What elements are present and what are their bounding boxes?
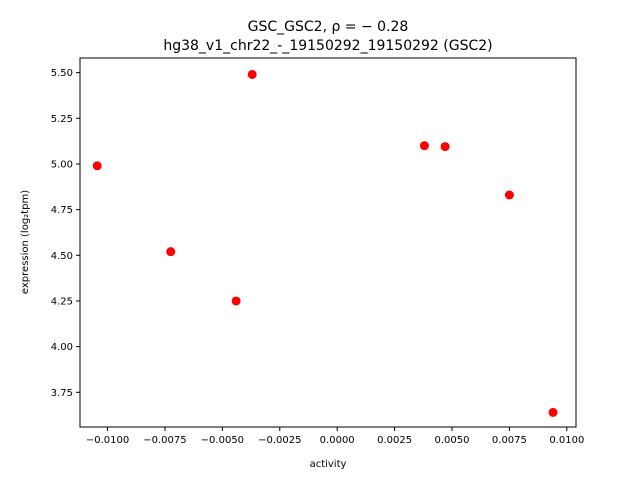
x-tick-label: 0.0000 [320, 435, 355, 446]
data-point [247, 69, 257, 79]
y-tick-label: 4.25 [51, 296, 73, 307]
x-tick-label: −0.0050 [201, 435, 244, 446]
y-tick-label: 5.50 [51, 68, 73, 79]
data-point [440, 142, 450, 152]
x-tick-label: −0.0025 [258, 435, 301, 446]
data-points [92, 69, 558, 417]
data-point [231, 296, 241, 306]
y-tick-label: 4.50 [51, 251, 73, 262]
x-tick-label: 0.0025 [377, 435, 412, 446]
y-tick-label: 3.75 [51, 388, 73, 399]
x-axis-ticks: −0.0100 −0.0075 −0.0050 −0.0025 0.0000 0.0025… [86, 427, 584, 446]
y-axis-label: expression (log₂tpm) [20, 190, 31, 294]
chart-title-line2: hg38_v1_chr22_-_19150292_19150292 (GSC2) [163, 38, 492, 54]
x-tick-label: −0.0100 [86, 435, 129, 446]
data-point [166, 247, 176, 257]
x-tick-label: 0.0075 [492, 435, 527, 446]
y-axis-ticks: 3.75 4.00 4.25 4.50 4.75 5.00 5.25 5.50 [51, 68, 80, 399]
chart-title-line1: GSC_GSC2, ρ = − 0.28 [248, 19, 409, 35]
data-point [419, 141, 429, 151]
plot-frame [79, 57, 577, 428]
y-tick-label: 4.75 [51, 205, 73, 216]
x-tick-label: 0.0100 [549, 435, 584, 446]
data-point [504, 190, 514, 200]
y-tick-label: 5.00 [51, 159, 73, 170]
data-point [548, 407, 558, 417]
x-tick-label: 0.0050 [435, 435, 470, 446]
x-axis-label: activity [310, 459, 347, 470]
x-tick-label: −0.0075 [143, 435, 186, 446]
y-tick-label: 4.00 [51, 342, 73, 353]
data-point [92, 161, 102, 171]
y-tick-label: 5.25 [51, 114, 73, 125]
